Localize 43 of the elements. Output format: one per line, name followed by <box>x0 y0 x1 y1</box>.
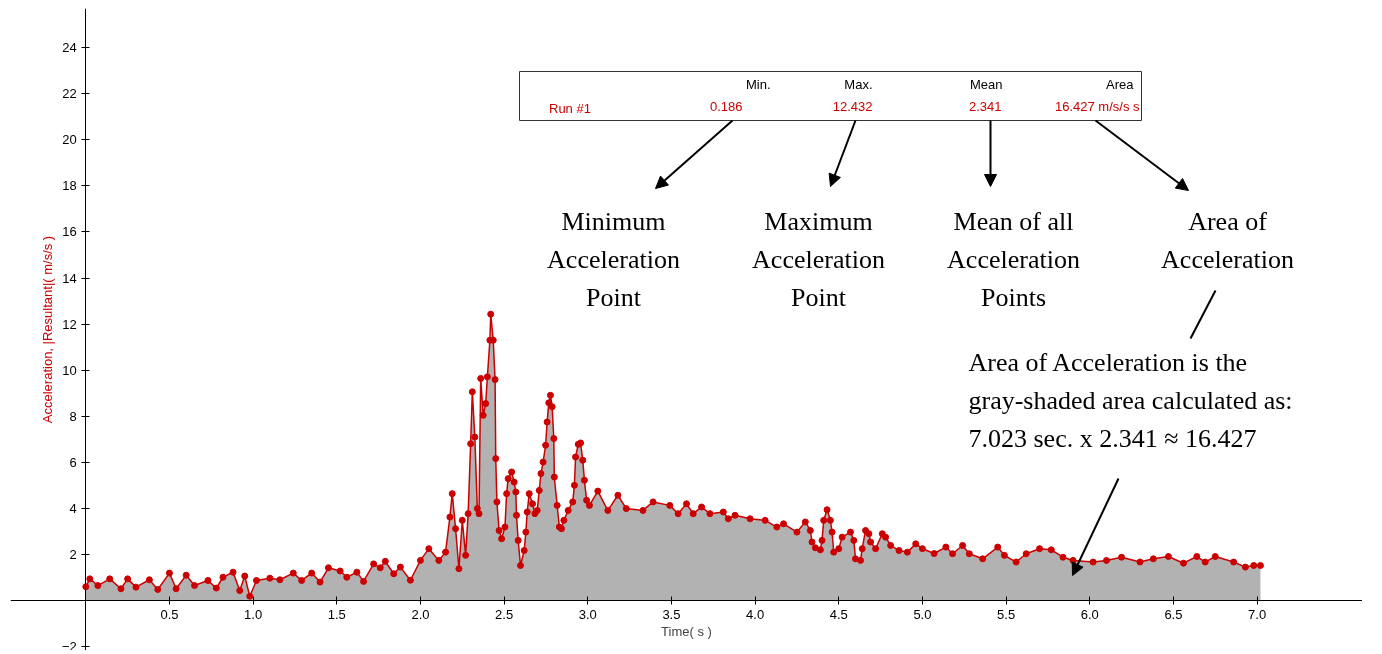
y-tick-label: 22 <box>62 86 77 102</box>
annotation: 2.341 <box>968 99 1002 114</box>
y-tick-label: 16 <box>62 224 77 240</box>
annotation: 0.186 <box>709 99 743 114</box>
x-tick-label: 1.5 <box>327 606 346 622</box>
y-axis-title: Acceleration, |Resultant|( m/s/s ) <box>39 235 55 424</box>
annotation: 16.427 m/s/s s <box>1054 99 1140 114</box>
annotation: 12.432 <box>832 99 873 114</box>
annotation: Maximum Acceleration Point <box>752 207 885 312</box>
y-tick-label: 24 <box>62 40 77 56</box>
x-tick-label: 3.5 <box>662 606 681 622</box>
x-tick-label: 4.0 <box>746 606 765 622</box>
y-tick-label: 8 <box>69 408 77 424</box>
annotation: Area of Acceleration is the gray-shaded area calculated as: 7.023 sec. x 2.341 ≈ 16.427 <box>968 348 1293 453</box>
x-tick-label: 7.0 <box>1248 606 1267 622</box>
x-tick-label: 0.5 <box>160 606 179 622</box>
x-tick-label: 6.0 <box>1080 606 1099 622</box>
y-tick-label: −2 <box>61 638 77 654</box>
annotation: Minimum Acceleration Point <box>547 207 680 312</box>
annotation: Mean <box>969 77 1003 92</box>
x-tick-label: 3.0 <box>578 606 597 622</box>
annotation: Max. <box>844 77 873 92</box>
y-tick-label: 18 <box>62 178 77 194</box>
annotation: Mean of all Acceleration Points <box>947 207 1080 312</box>
y-tick-label: 2 <box>69 546 77 562</box>
x-tick-label: 1.0 <box>244 606 263 622</box>
y-tick-label: 10 <box>62 362 77 378</box>
text: Run #1 <box>549 100 591 116</box>
y-tick-label: 20 <box>62 132 77 148</box>
y-tick-label: 14 <box>62 270 77 286</box>
y-tick-label: 6 <box>69 454 77 470</box>
y-tick-label: 12 <box>62 316 77 332</box>
x-tick-label: 4.5 <box>829 606 848 622</box>
x-tick-label: 2.5 <box>495 606 514 622</box>
x-tick-label: 6.5 <box>1164 606 1183 622</box>
x-tick-label: 2.0 <box>411 606 430 622</box>
annotation: Area of Acceleration <box>1161 207 1294 274</box>
annotation: Min. <box>745 77 771 92</box>
annotation: Area <box>1106 77 1135 92</box>
y-tick-label: 4 <box>69 500 77 516</box>
x-tick-label: 5.0 <box>913 606 932 622</box>
x-tick-label: 5.5 <box>997 606 1016 622</box>
x-axis-title: Time( s ) <box>661 623 712 639</box>
